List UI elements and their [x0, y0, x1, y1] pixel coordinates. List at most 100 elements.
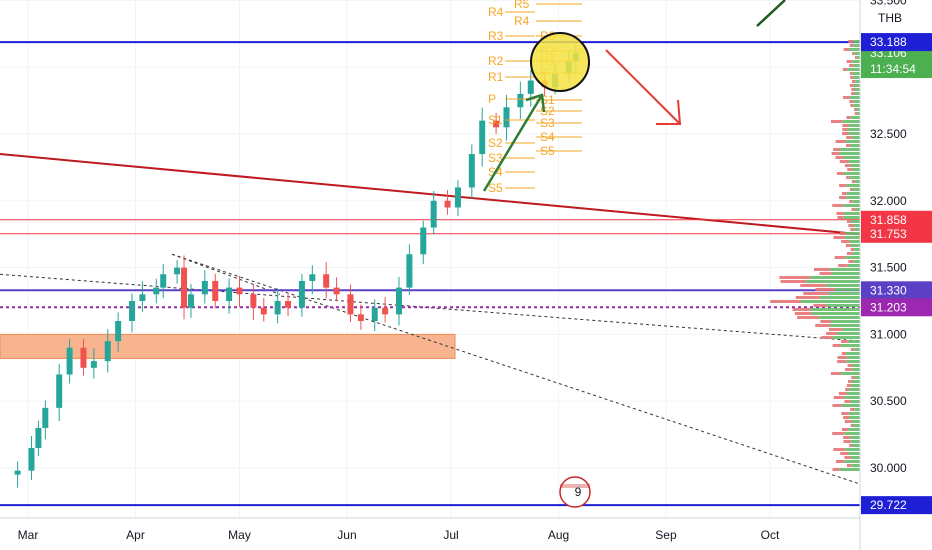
- pivot-label-left-S5: S5: [488, 181, 503, 195]
- vp-red-bar: [842, 132, 849, 135]
- vp-red-bar: [837, 216, 844, 219]
- vp-green-bar: [825, 304, 860, 307]
- candle-body-40: [479, 120, 486, 155]
- candle-body-44: [527, 80, 534, 94]
- candle-body-15: [181, 267, 188, 308]
- vp-green-bar: [844, 236, 860, 239]
- vp-green-bar: [819, 296, 860, 299]
- vp-green-bar: [843, 204, 860, 207]
- vp-red-bar: [842, 68, 848, 71]
- vp-red-bar: [850, 188, 853, 191]
- vp-green-bar: [829, 324, 860, 327]
- vp-red-bar: [826, 332, 837, 335]
- vp-green-bar: [850, 220, 860, 223]
- y-tick-label-2: 31.000: [870, 327, 907, 341]
- vp-red-bar: [835, 140, 846, 143]
- vp-red-bar: [814, 268, 831, 271]
- vp-green-bar: [844, 460, 860, 463]
- vp-green-bar: [840, 148, 860, 151]
- vp-red-bar: [779, 276, 811, 279]
- candle-body-21: [250, 294, 257, 308]
- level-badge-label-1: 31.858: [870, 213, 907, 227]
- vp-green-bar: [850, 116, 860, 119]
- vp-green-bar: [834, 288, 860, 291]
- vp-red-bar: [846, 220, 851, 223]
- vp-red-bar: [849, 84, 854, 87]
- candle-body-12: [153, 287, 160, 295]
- candle-body-33: [396, 287, 402, 315]
- vp-red-bar: [850, 424, 854, 427]
- vp-red-bar: [841, 240, 850, 243]
- vp-green-bar: [854, 92, 860, 95]
- vp-green-bar: [819, 316, 860, 319]
- pivot-label-left-S2: S2: [488, 136, 503, 150]
- candle-body-8: [104, 341, 111, 362]
- vp-green-bar: [851, 136, 860, 139]
- candle-body-43: [517, 93, 524, 108]
- level-badge-2: [861, 224, 932, 243]
- vp-green-bar: [845, 232, 860, 235]
- vp-red-bar: [841, 428, 849, 431]
- vp-red-bar: [844, 456, 851, 459]
- vp-green-bar: [845, 448, 860, 451]
- candle-body-22: [260, 307, 267, 315]
- vp-red-bar: [819, 272, 832, 275]
- vp-red-bar: [846, 116, 851, 119]
- vp-green-bar: [847, 68, 860, 71]
- price-axis-panel: [860, 0, 932, 550]
- vp-red-bar: [848, 224, 854, 227]
- vp-green-bar: [801, 300, 860, 303]
- vp-green-bar: [852, 72, 860, 75]
- vp-green-bar: [849, 96, 860, 99]
- vp-red-bar: [803, 292, 829, 295]
- vp-red-bar: [849, 44, 854, 47]
- vp-red-bar: [840, 452, 848, 455]
- trendline-dashed-2: [171, 253, 861, 485]
- vp-green-bar: [855, 80, 860, 83]
- vp-green-bar: [850, 244, 860, 247]
- x-tick-label-Jun: Jun: [337, 528, 356, 542]
- candle-body-2: [35, 427, 42, 448]
- vp-green-bar: [847, 128, 860, 131]
- vp-green-bar: [853, 224, 860, 227]
- vp-green-bar: [839, 468, 860, 471]
- level-badge-label-3: 31.330: [870, 283, 907, 297]
- vp-red-bar: [780, 280, 807, 283]
- vp-green-bar: [854, 180, 860, 183]
- vp-red-bar: [832, 404, 842, 407]
- event-badge-count: 9: [575, 485, 582, 499]
- level-badge-label-0: 33.188: [870, 35, 907, 49]
- candle-body-28: [333, 287, 340, 295]
- vp-green-bar: [853, 100, 860, 103]
- vp-red-bar: [833, 148, 841, 151]
- demand-zone-rect: [0, 333, 456, 359]
- vp-red-bar: [851, 208, 856, 211]
- vp-red-bar: [846, 60, 853, 63]
- candle-body-25: [298, 280, 305, 308]
- vp-green-bar: [842, 328, 860, 331]
- vp-green-bar: [853, 84, 860, 87]
- vp-green-bar: [850, 456, 860, 459]
- vp-green-bar: [851, 364, 860, 367]
- vp-green-bar: [852, 252, 860, 255]
- vp-red-bar: [854, 56, 857, 59]
- candle-body-1: [28, 447, 35, 471]
- vp-red-bar: [846, 144, 851, 147]
- candle-body-42: [503, 107, 510, 128]
- vp-green-bar: [847, 264, 860, 267]
- level-badge-0: [861, 33, 932, 52]
- vp-green-bar: [830, 268, 860, 271]
- vp-green-bar: [850, 144, 860, 147]
- vp-red-bar: [848, 260, 854, 263]
- red-arrow-shaft: [605, 49, 681, 125]
- x-tick-label-Aug: Aug: [548, 528, 569, 542]
- vp-red-bar: [850, 228, 855, 231]
- vp-red-bar: [831, 152, 840, 155]
- vp-green-bar: [843, 212, 860, 215]
- vp-green-bar: [849, 48, 860, 51]
- candle-body-6: [80, 347, 87, 368]
- currency-label: THB: [878, 11, 902, 25]
- vp-red-bar: [836, 172, 844, 175]
